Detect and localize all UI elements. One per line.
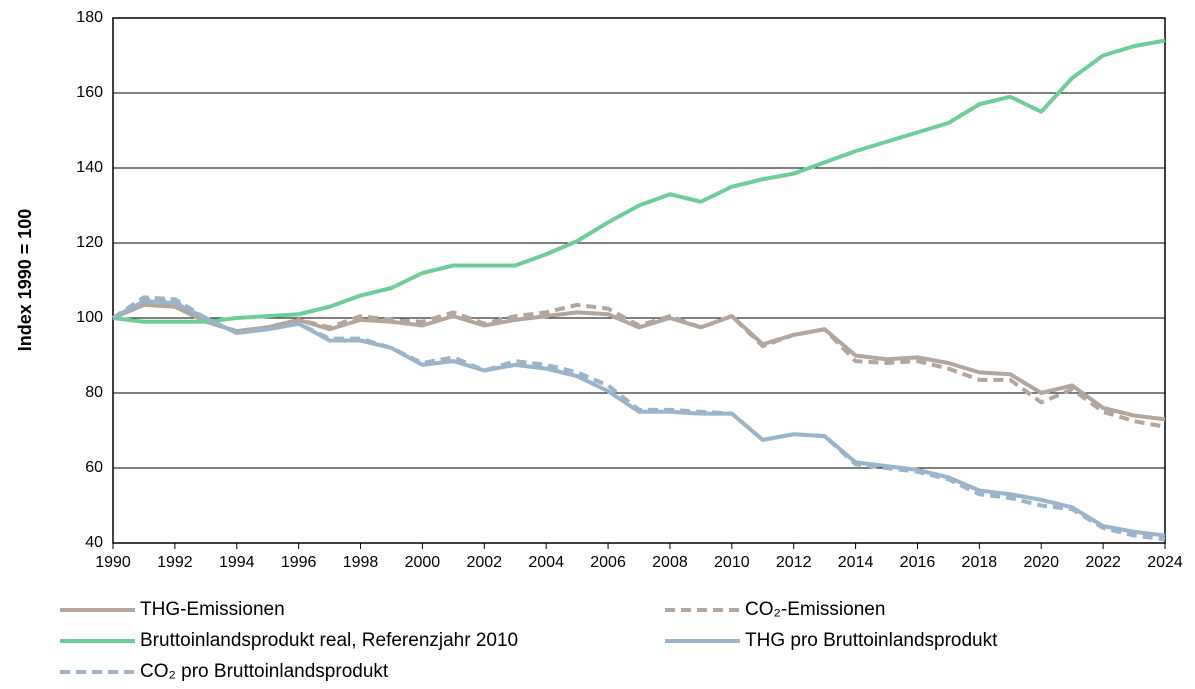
x-tick-label: 2014 — [838, 554, 874, 571]
plot-border — [112, 17, 1166, 544]
y-tick-label: 120 — [76, 234, 103, 251]
series-line — [111, 295, 1166, 542]
x-tick-label: 2016 — [900, 554, 936, 571]
y-tick-label: 80 — [85, 384, 103, 401]
legend-label: CO₂-Emissionen — [745, 599, 885, 620]
x-tick-label: 2018 — [962, 554, 998, 571]
y-tick-label: 60 — [85, 459, 103, 476]
x-tick-label: 1998 — [343, 554, 379, 571]
x-tick-label: 1996 — [281, 554, 317, 571]
x-tick-label: 2004 — [528, 554, 564, 571]
x-tick-label: 2012 — [776, 554, 812, 571]
y-axis-label: Index 1990 = 100 — [15, 209, 35, 352]
x-tick-label: 1992 — [157, 554, 193, 571]
y-tick-label: 140 — [76, 159, 103, 176]
series-line — [112, 302, 1166, 422]
x-tick-label: 2008 — [652, 554, 688, 571]
y-tick-label: 100 — [76, 309, 103, 326]
x-tick-label: 2020 — [1023, 554, 1059, 571]
x-tick-label: 1990 — [95, 554, 131, 571]
x-tick-label: 2010 — [714, 554, 750, 571]
legend-label: Bruttoinlandsprodukt real, Referenzjahr … — [140, 630, 518, 651]
y-tick-label: 40 — [85, 534, 103, 551]
x-tick-label: 2022 — [1085, 554, 1121, 571]
series-line — [112, 38, 1166, 324]
x-tick-label: 2002 — [466, 554, 502, 571]
legend-label: THG pro Bruttoinlandsprodukt — [745, 630, 998, 651]
x-tick-label: 2006 — [590, 554, 626, 571]
x-tick-label: 1994 — [219, 554, 255, 571]
series-line — [112, 299, 1166, 538]
legend-label: THG-Emissionen — [140, 599, 285, 620]
series-line — [111, 297, 1166, 429]
y-tick-label: 180 — [76, 9, 103, 26]
y-tick-label: 160 — [76, 84, 103, 101]
legend-label: CO₂ pro Bruttoinlandsprodukt — [140, 661, 389, 682]
x-tick-label: 2000 — [405, 554, 441, 571]
x-tick-label: 2024 — [1147, 554, 1183, 571]
